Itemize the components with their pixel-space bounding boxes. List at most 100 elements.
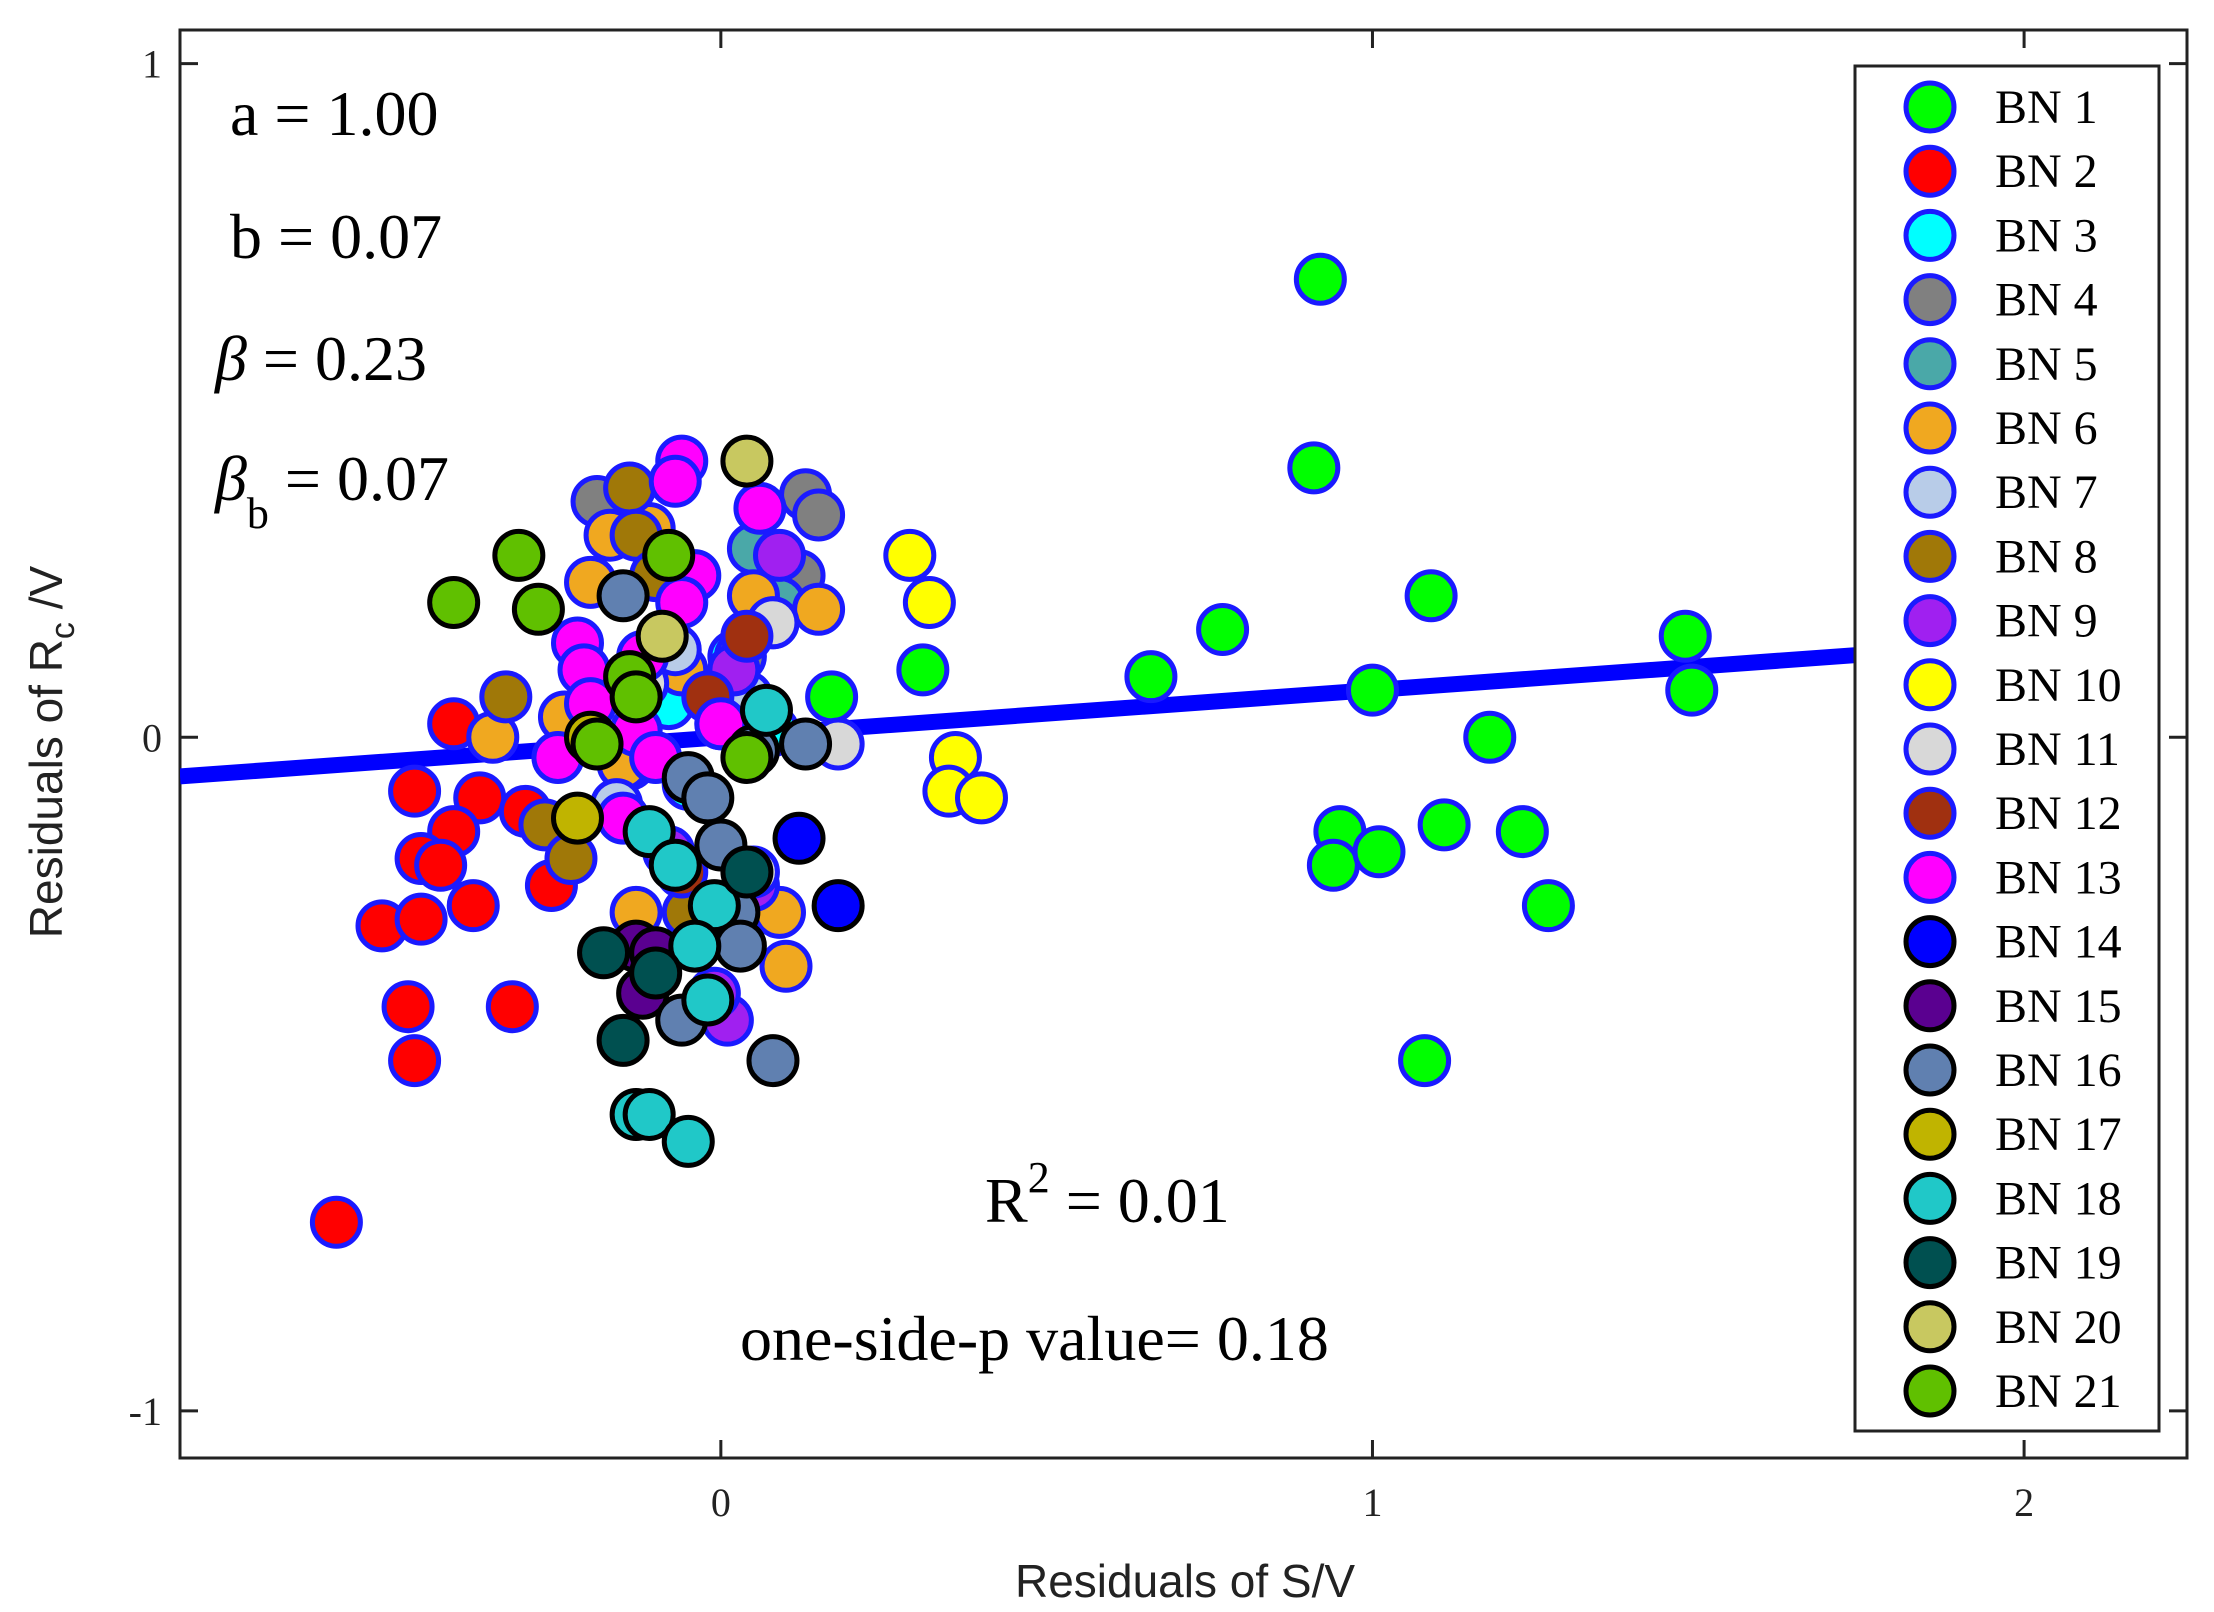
point-bn6-6 [792, 582, 846, 636]
point-bn1-4 [1196, 602, 1250, 656]
point-bn2-2 [388, 764, 442, 818]
legend-marker-bn20 [1903, 1300, 1957, 1354]
beta-b-symbol: β [213, 443, 247, 514]
legend-marker-bn21 [1903, 1364, 1957, 1418]
y-tick-label-1: 0 [142, 715, 162, 760]
x-tick-label-0: 0 [711, 1480, 731, 1525]
point-bn8-1 [603, 461, 657, 515]
point-bn1-14 [1352, 825, 1406, 879]
legend-marker-bn18 [1903, 1171, 1957, 1225]
legend-label-bn4: BN 4 [1995, 274, 2098, 327]
point-bn18-6 [681, 973, 735, 1027]
point-bn21-7 [570, 717, 624, 771]
legend-label-bn19: BN 19 [1995, 1237, 2122, 1290]
point-bn13-2 [648, 454, 702, 508]
y-axis-title-main: Residuals of R [20, 639, 72, 938]
point-bn21-4 [642, 528, 696, 582]
legend-label-bn21: BN 21 [1995, 1365, 2122, 1418]
annotation-pvalue: one-side-p value= 0.18 [740, 1303, 1329, 1374]
annotation-b: b = 0.07 [230, 201, 442, 272]
legend-marker-bn5 [1903, 337, 1957, 391]
point-bn21-8 [720, 730, 774, 784]
y-axis-title-sub: c [44, 622, 82, 639]
legend-marker-bn6 [1903, 401, 1957, 455]
point-bn20-1 [720, 434, 774, 488]
x-tick-label-2: 2 [2014, 1480, 2034, 1525]
point-bn19-4 [720, 845, 774, 899]
point-bn16-10 [681, 771, 735, 825]
legend-marker-bn8 [1903, 529, 1957, 583]
legend-label-bn11: BN 11 [1995, 723, 2120, 776]
annotation-beta-b: βb = 0.07 [213, 443, 449, 538]
point-bn18-9 [661, 1114, 715, 1168]
point-bn1-2 [1287, 441, 1341, 495]
x-tick-label-1: 1 [1362, 1480, 1382, 1525]
point-bn1-10 [1463, 710, 1517, 764]
data-points [309, 252, 1719, 1249]
point-bn21-1 [492, 528, 546, 582]
point-bn9-1 [752, 528, 806, 582]
legend-marker-bn11 [1903, 722, 1957, 776]
y-axis-title: Residuals of Rc /V [20, 565, 82, 938]
point-bn13-3 [733, 481, 787, 535]
point-bn17-1 [550, 791, 604, 845]
point-bn19-3 [596, 1013, 650, 1067]
point-bn16-2 [779, 717, 833, 771]
legend-marker-bn16 [1903, 1043, 1957, 1097]
point-bn2-12 [381, 980, 435, 1034]
point-bn1-15 [1417, 798, 1471, 852]
annotation-r2: R2 = 0.01 [985, 1153, 1230, 1236]
point-bn19-2 [629, 946, 683, 1000]
point-bn1-17 [1521, 879, 1575, 933]
point-bn1-18 [1398, 1034, 1452, 1088]
point-bn16-1 [596, 569, 650, 623]
legend-label-bn1: BN 1 [1995, 81, 2098, 134]
point-bn19-1 [577, 926, 631, 980]
legend-label-bn10: BN 10 [1995, 659, 2122, 712]
beta-symbol: β [213, 323, 247, 394]
r2-superscript: 2 [1028, 1153, 1050, 1202]
point-bn1-11 [805, 670, 859, 724]
point-bn1-9 [1345, 663, 1399, 717]
point-bn2-13 [388, 1034, 442, 1088]
legend-label-bn7: BN 7 [1995, 466, 2098, 519]
point-bn10-2 [902, 576, 956, 630]
point-bn1-5 [1124, 650, 1178, 704]
legend: BN 1 BN 2 BN 3 BN 4 BN 5 BN 6 BN 7 BN 8 BN 9 BN 1… [1853, 64, 2161, 1433]
legend-marker-bn15 [1903, 979, 1957, 1033]
point-bn2-9 [446, 879, 500, 933]
point-bn2-8 [394, 892, 448, 946]
beta-b-subscript: b [247, 489, 269, 538]
point-bn20-2 [635, 609, 689, 663]
point-bn12-1 [720, 609, 774, 663]
r2-value: = 0.01 [1050, 1165, 1230, 1236]
legend-label-bn18: BN 18 [1995, 1172, 2122, 1225]
beta-value: = 0.23 [247, 323, 427, 394]
point-bn18-3 [648, 838, 702, 892]
legend-marker-bn1 [1903, 80, 1957, 134]
legend-marker-bn13 [1903, 850, 1957, 904]
legend-label-bn20: BN 20 [1995, 1301, 2122, 1354]
point-bn18-5 [668, 919, 722, 973]
point-bn1-8 [1665, 663, 1719, 717]
point-bn4-3 [792, 488, 846, 542]
legend-label-bn9: BN 9 [1995, 595, 2098, 648]
legend-label-bn3: BN 3 [1995, 209, 2098, 262]
legend-label-bn6: BN 6 [1995, 402, 2098, 455]
annotation-beta: β = 0.23 [213, 323, 427, 394]
legend-marker-bn3 [1903, 208, 1957, 262]
point-bn1-7 [1658, 609, 1712, 663]
beta-b-value: = 0.07 [269, 443, 449, 514]
r2-main: R [985, 1165, 1028, 1236]
legend-marker-bn19 [1903, 1236, 1957, 1290]
point-bn1-1 [1293, 252, 1347, 306]
point-bn1-13 [1306, 838, 1360, 892]
point-bn2-6 [414, 838, 468, 892]
point-bn14-1 [772, 811, 826, 865]
annotation-a: a = 1.00 [230, 78, 439, 149]
y-tick-label-2: 1 [142, 42, 162, 87]
point-bn21-6 [609, 670, 663, 724]
legend-label-bn8: BN 8 [1995, 530, 2098, 583]
point-bn18-1 [739, 683, 793, 737]
